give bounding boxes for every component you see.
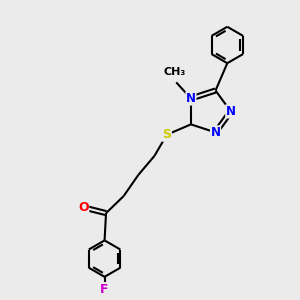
- Text: N: N: [211, 126, 220, 139]
- Text: N: N: [226, 105, 236, 118]
- Text: F: F: [100, 283, 109, 296]
- Text: CH₃: CH₃: [164, 67, 186, 77]
- Text: N: N: [186, 92, 196, 105]
- Text: O: O: [78, 201, 89, 214]
- Text: S: S: [162, 128, 171, 141]
